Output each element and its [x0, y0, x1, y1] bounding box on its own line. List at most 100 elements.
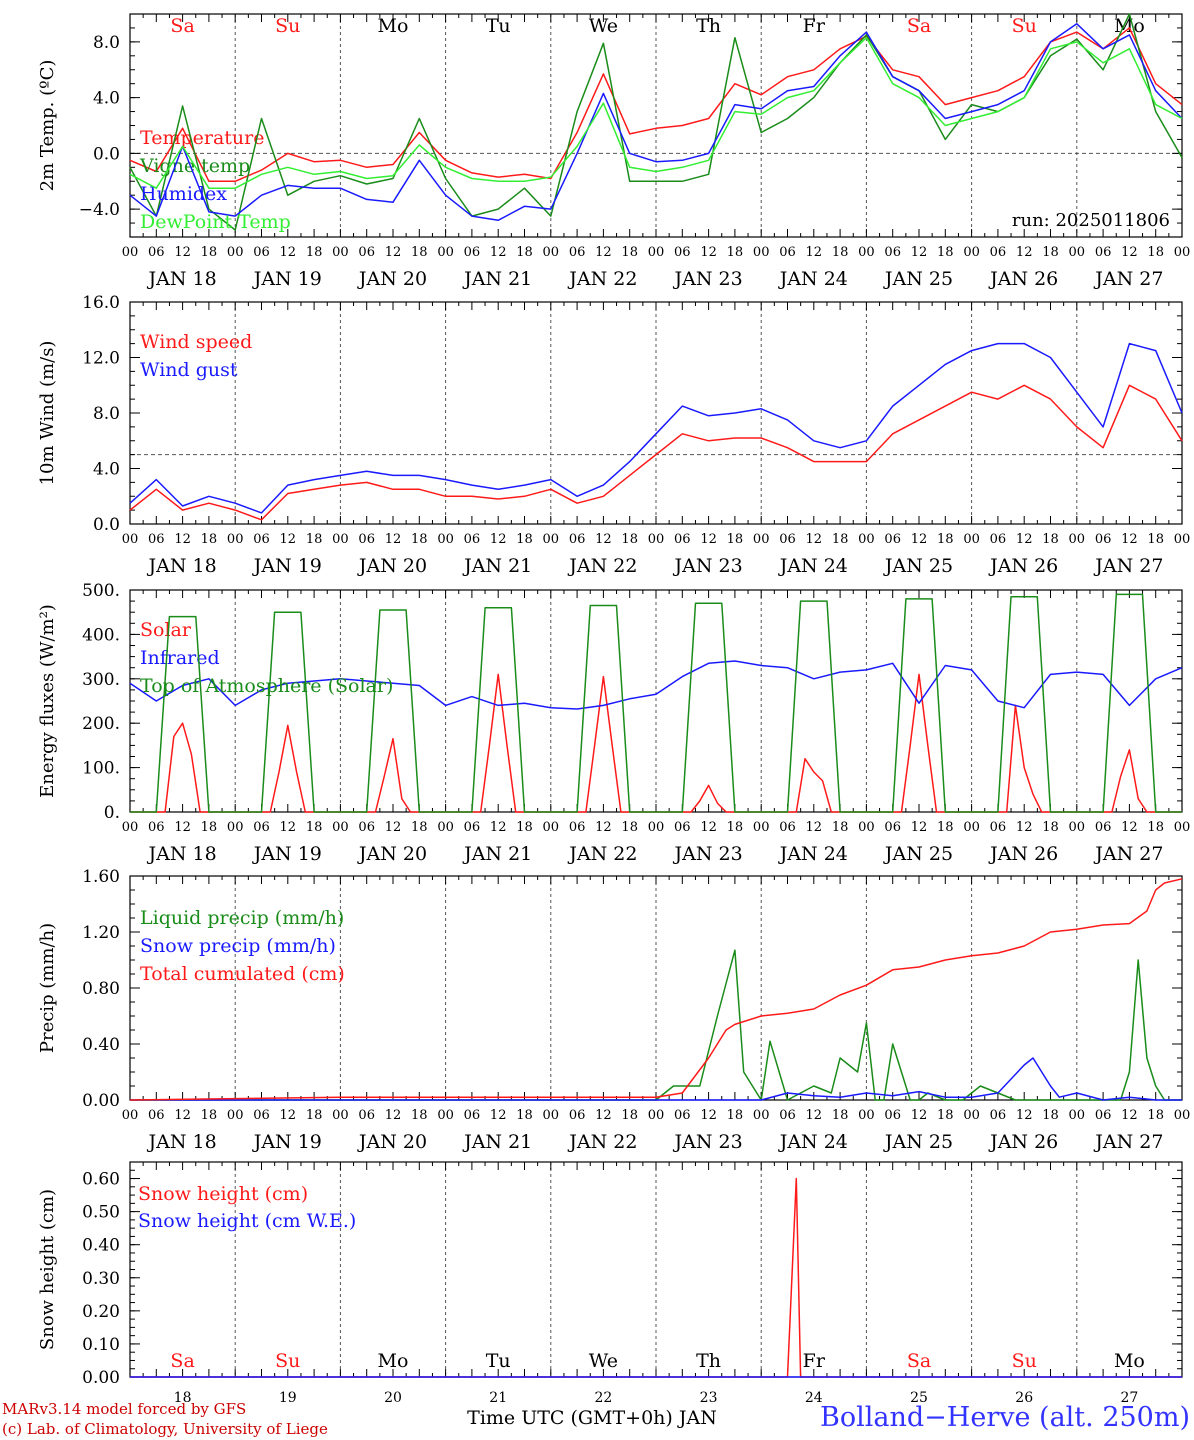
x-day-number: 27 — [1120, 1390, 1138, 1406]
y-axis-title: Snow height (cm) — [37, 1189, 58, 1350]
x-hour-label: 12 — [174, 532, 191, 547]
x-hour-label: 12 — [595, 245, 612, 260]
x-date-label: JAN 18 — [147, 843, 217, 865]
series-line-dewpoint-temp — [129, 36, 1183, 189]
x-hour-label: 18 — [411, 532, 428, 547]
x-hour-label: 06 — [569, 1108, 586, 1123]
legend-entry: Top of Atmosphere (Solar) — [140, 675, 393, 697]
legend-entry: Solar — [140, 619, 192, 641]
y-tick-label: 8.0 — [93, 33, 120, 53]
x-hour-label: 12 — [911, 1108, 928, 1123]
x-day-number: 21 — [489, 1390, 507, 1406]
x-hour-label: 18 — [516, 532, 533, 547]
weekday-label: Tu — [486, 1350, 511, 1372]
y-axis-title: 2m Temp. (ºC) — [37, 60, 58, 192]
x-hour-label: 06 — [464, 1108, 481, 1123]
x-date-label: JAN 21 — [462, 1131, 532, 1153]
x-hour-label: 00 — [122, 820, 139, 835]
x-hour-label: 00 — [1069, 820, 1086, 835]
x-hour-label: 06 — [358, 1108, 375, 1123]
legend-entry: Wind speed — [140, 331, 252, 353]
x-hour-label: 12 — [1016, 532, 1033, 547]
x-hour-label: 12 — [1121, 532, 1138, 547]
x-hour-label: 18 — [937, 820, 954, 835]
x-hour-label: 00 — [753, 820, 770, 835]
x-hour-label: 00 — [122, 1108, 139, 1123]
x-date-label: JAN 26 — [988, 555, 1058, 577]
x-day-number: 20 — [384, 1390, 402, 1406]
weekday-label: Sa — [907, 1350, 931, 1372]
x-hour-label: 12 — [595, 1108, 612, 1123]
x-date-label: JAN 27 — [1093, 1131, 1163, 1153]
x-hour-label: 12 — [490, 820, 507, 835]
x-date-label: JAN 21 — [462, 843, 532, 865]
y-tick-label: −4.0 — [79, 200, 120, 220]
x-hour-label: 06 — [148, 532, 165, 547]
legend-entry: Snow height (cm W.E.) — [138, 1210, 356, 1232]
x-date-label: JAN 22 — [567, 1131, 637, 1153]
y-tick-label: 0.40 — [82, 1035, 120, 1055]
x-hour-label: 12 — [700, 1108, 717, 1123]
x-hour-label: 12 — [700, 245, 717, 260]
x-hour-label: 18 — [201, 532, 218, 547]
legend-entry: Infrared — [140, 647, 220, 669]
x-date-label: JAN 27 — [1093, 268, 1163, 290]
x-hour-label: 00 — [543, 245, 560, 260]
x-hour-label: 12 — [1016, 1108, 1033, 1123]
y-tick-label: 300. — [82, 670, 120, 690]
legend-entry: Total cumulated (cm) — [140, 963, 345, 985]
x-hour-label: 06 — [148, 245, 165, 260]
series-line-wind-gust — [129, 342, 1183, 514]
x-hour-label: 00 — [648, 532, 665, 547]
x-hour-label: 06 — [253, 1108, 270, 1123]
x-hour-label: 00 — [753, 245, 770, 260]
x-date-label: JAN 27 — [1093, 843, 1163, 865]
legend-entry: Wind gust — [140, 359, 238, 381]
y-tick-label: 400. — [82, 625, 120, 645]
x-hour-label: 12 — [911, 820, 928, 835]
x-date-label: JAN 20 — [357, 843, 427, 865]
x-hour-label: 18 — [832, 532, 849, 547]
y-tick-label: 0.60 — [82, 1170, 120, 1190]
x-hour-label: 06 — [148, 1108, 165, 1123]
series-line-humidex — [129, 23, 1183, 222]
x-date-label: JAN 26 — [988, 1131, 1058, 1153]
x-hour-label: 00 — [963, 1108, 980, 1123]
x-hour-label: 00 — [227, 532, 244, 547]
x-hour-label: 06 — [569, 820, 586, 835]
legend-entry: Snow height (cm) — [138, 1183, 308, 1205]
x-hour-label: 06 — [358, 820, 375, 835]
x-hour-label: 12 — [280, 820, 297, 835]
x-date-label: JAN 22 — [567, 843, 637, 865]
x-hour-label: 12 — [1121, 820, 1138, 835]
y-tick-label: 1.20 — [82, 923, 120, 943]
x-hour-label: 06 — [358, 532, 375, 547]
x-hour-label: 18 — [621, 1108, 638, 1123]
x-hour-label: 18 — [937, 532, 954, 547]
x-hour-label: 18 — [516, 245, 533, 260]
x-date-label: JAN 21 — [462, 555, 532, 577]
x-hour-label: 00 — [1174, 1108, 1191, 1123]
model-credit-line-2: (c) Lab. of Climatology, University of L… — [2, 1420, 328, 1438]
x-hour-label: 18 — [727, 532, 744, 547]
x-date-label: JAN 22 — [567, 555, 637, 577]
legend-entry: Humidex — [140, 183, 227, 205]
x-date-label: JAN 20 — [357, 1131, 427, 1153]
x-hour-label: 06 — [464, 820, 481, 835]
weekday-label: Mo — [1114, 1350, 1145, 1372]
series-line-temperature — [129, 27, 1183, 183]
x-hour-label: 06 — [148, 820, 165, 835]
legend-entry: Temperature — [140, 127, 264, 149]
x-hour-label: 00 — [122, 532, 139, 547]
x-hour-label: 12 — [280, 245, 297, 260]
x-hour-label: 00 — [858, 1108, 875, 1123]
plot-frame — [129, 13, 1183, 238]
x-hour-label: 12 — [806, 820, 823, 835]
x-hour-label: 00 — [437, 820, 454, 835]
series-line-top-of-atmosphere-solar — [130, 593, 1182, 813]
x-day-number: 22 — [594, 1390, 612, 1406]
x-hour-label: 12 — [1121, 1108, 1138, 1123]
series-line-total-cumulated-cm — [129, 878, 1183, 1101]
x-axis-label: Time UTC (GMT+0h) JAN — [467, 1407, 717, 1429]
